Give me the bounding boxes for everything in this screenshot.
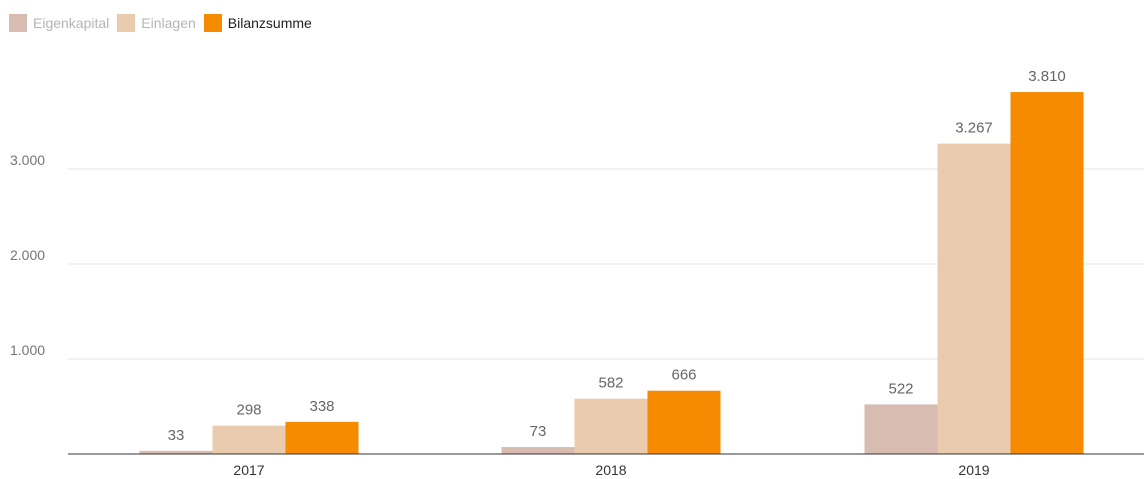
bar: [139, 450, 213, 454]
chart-legend: Eigenkapital Einlagen Bilanzsumme: [9, 14, 320, 32]
y-tick-label: 1.000: [10, 342, 45, 358]
data-label: 73: [530, 423, 547, 440]
legend-item-eigenkapital[interactable]: Eigenkapital: [9, 14, 109, 32]
data-label: 338: [309, 398, 334, 415]
legend-swatch-einlagen: [117, 14, 136, 32]
y-tick-label: 2.000: [10, 247, 45, 263]
x-tick-label: 2018: [595, 462, 626, 478]
data-label: 3.810: [1028, 68, 1066, 85]
x-tick-label: 2017: [233, 462, 264, 478]
bar: [574, 398, 648, 454]
legend-swatch-bilanzsumme: [203, 14, 222, 32]
data-label: 33: [168, 427, 185, 444]
data-label: 298: [236, 402, 261, 419]
bar: [285, 421, 359, 454]
legend-item-bilanzsumme[interactable]: Bilanzsumme: [203, 14, 312, 32]
data-label: 582: [598, 375, 623, 392]
legend-label-bilanzsumme: Bilanzsumme: [227, 15, 312, 31]
bar: [1010, 92, 1084, 455]
legend-label-einlagen: Einlagen: [141, 15, 196, 31]
bar: [501, 447, 575, 454]
data-label: 3.267: [955, 120, 993, 137]
data-label: 666: [671, 367, 696, 384]
data-label: 522: [888, 380, 913, 397]
bar: [937, 143, 1011, 454]
y-tick-label: 3.000: [10, 152, 45, 168]
legend-swatch-eigenkapital: [9, 14, 27, 32]
bar: [864, 404, 938, 454]
x-tick-label: 2019: [958, 462, 989, 478]
bar: [212, 425, 286, 454]
bar: [647, 390, 721, 454]
legend-label-eigenkapital: Eigenkapital: [33, 15, 110, 31]
legend-item-einlagen[interactable]: Einlagen: [117, 14, 196, 32]
